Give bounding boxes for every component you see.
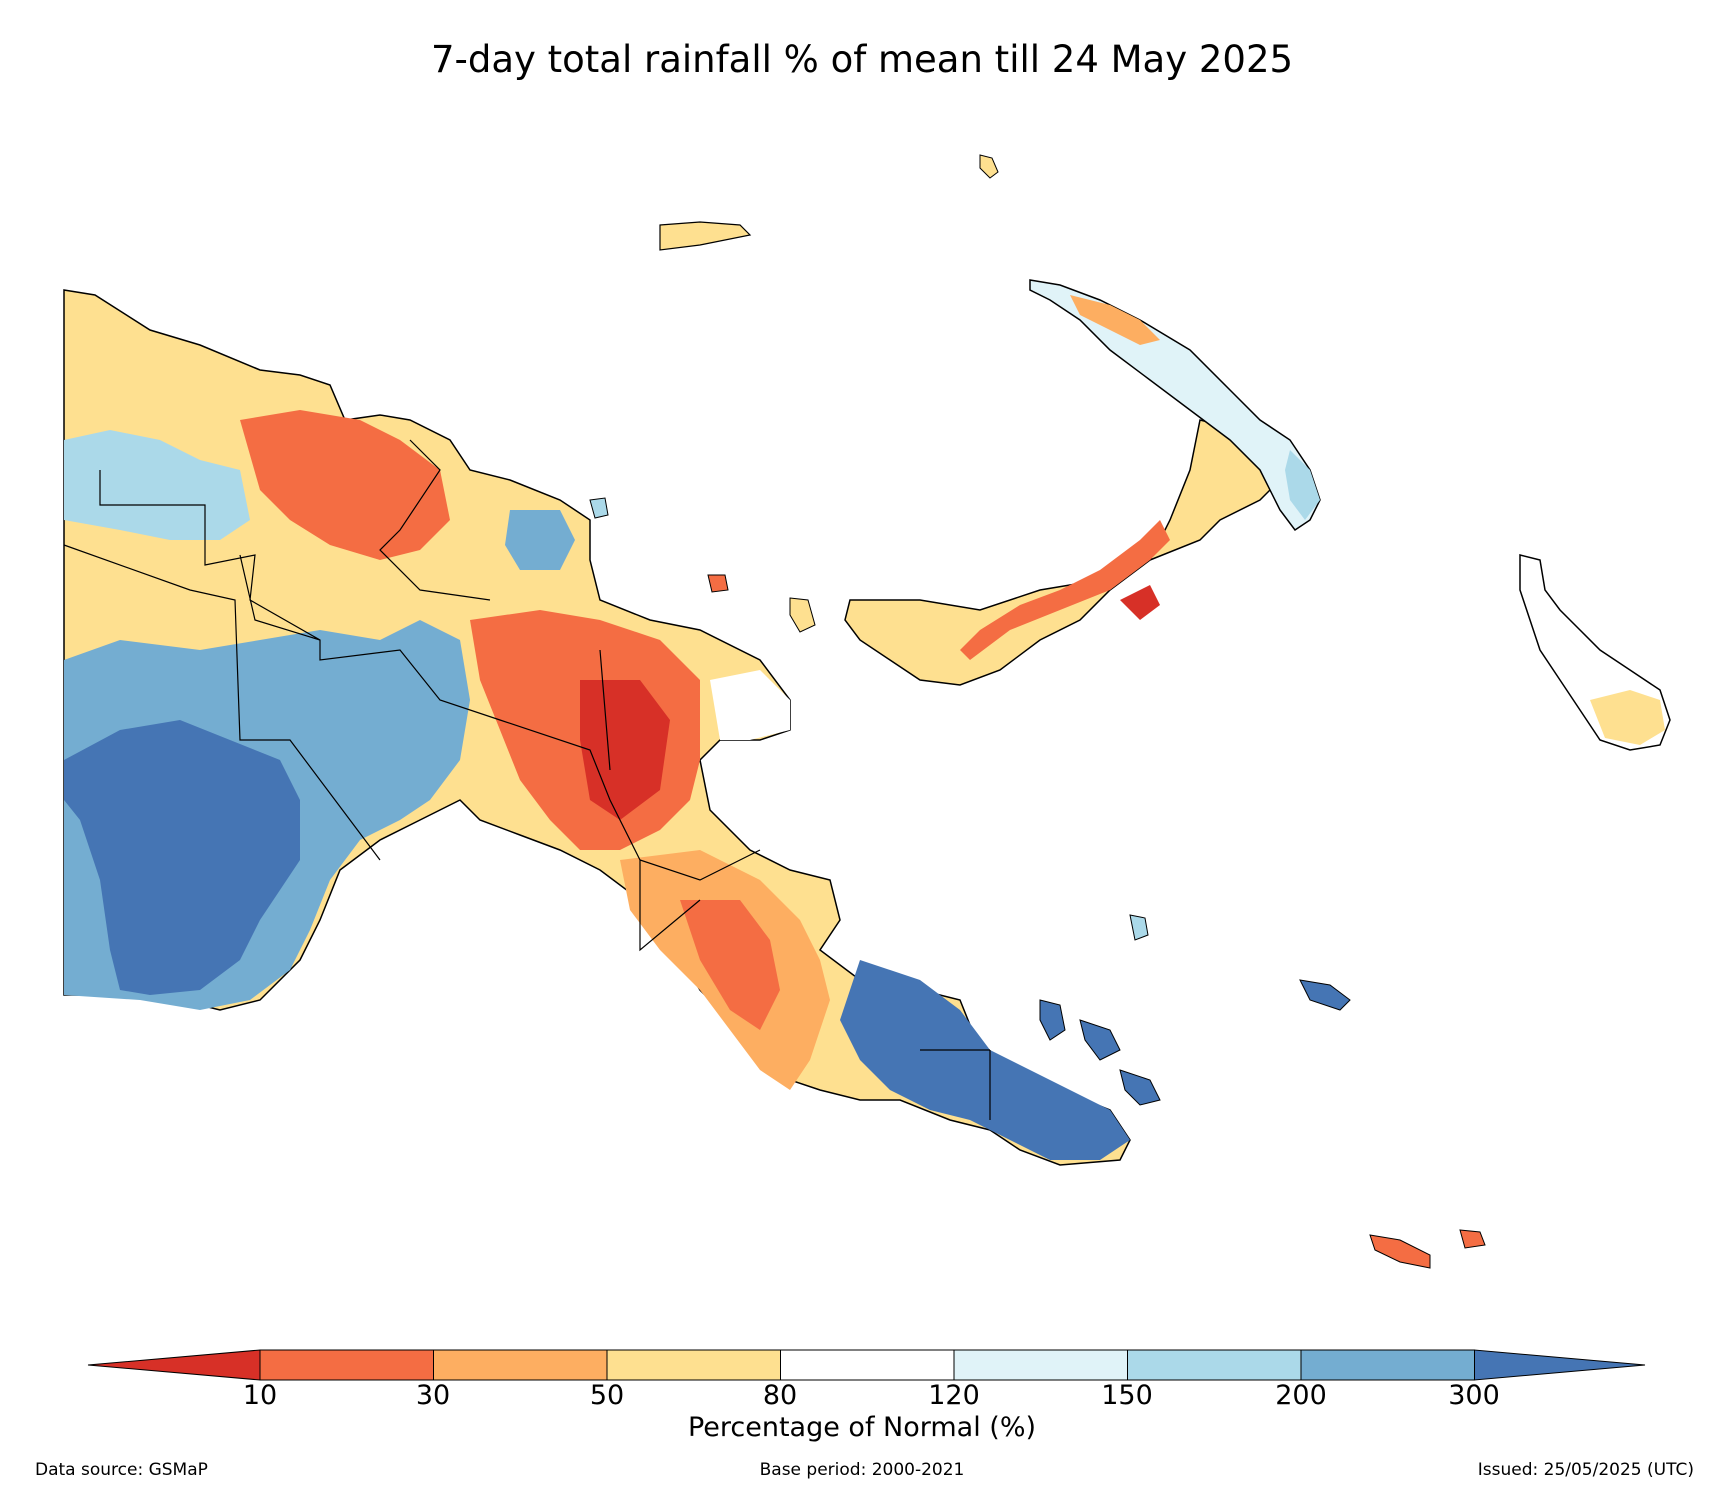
province-borders <box>63 439 991 1120</box>
orange-north <box>240 410 450 560</box>
colorbar-segment-120_150 <box>953 1349 1128 1381</box>
issued-date-text: Issued: 25/05/2025 (UTC) <box>1477 1460 1694 1480</box>
island-northeast-1 <box>979 154 999 179</box>
colorbar-tick-50: 50 <box>589 1380 625 1411</box>
island-red-small <box>707 574 729 593</box>
data-source-text: Data source: GSMaP <box>35 1460 208 1480</box>
new-britain <box>844 419 1281 686</box>
colorbar-segment-50_80 <box>606 1349 781 1381</box>
island-blue-northwest <box>1129 914 1149 941</box>
base-period-text: Base period: 2000-2021 <box>759 1460 965 1480</box>
small-islands <box>589 154 1486 1269</box>
island-woodlark <box>1299 979 1351 1011</box>
island-karkar <box>789 597 816 633</box>
colorbar-tick-30: 30 <box>415 1380 451 1411</box>
colorbar-tick-200: 200 <box>1275 1380 1327 1411</box>
new-ireland <box>1029 279 1321 532</box>
colorbar-arrow-low <box>87 1349 261 1381</box>
colorbar-tick-80: 80 <box>762 1380 798 1411</box>
light-blue-west <box>64 430 250 540</box>
yellow-bougainville <box>1590 690 1665 745</box>
orange-new-britain <box>960 520 1170 660</box>
colorbar-segment-150_200 <box>1127 1349 1302 1381</box>
island-rossel <box>1459 1229 1486 1249</box>
colorbar-label: Percentage of Normal (%) <box>687 1412 1037 1443</box>
island-blue-north <box>589 497 609 519</box>
manus-island <box>659 221 752 251</box>
colorbar-segment-200_300 <box>1300 1349 1475 1381</box>
red-core-central <box>580 680 670 820</box>
colorbar-segment-80_120 <box>780 1349 955 1381</box>
colorbar-arrow-high <box>1474 1349 1646 1381</box>
blue-southeast-tail <box>840 960 1130 1160</box>
white-east-peninsula <box>710 670 790 740</box>
blue-north-bay <box>505 510 575 570</box>
mainland-west <box>63 289 1131 1166</box>
blue-new-ireland-tip <box>1285 450 1320 520</box>
map-title: 7-day total rainfall % of mean till 24 M… <box>430 38 1294 81</box>
island-sudest <box>1369 1234 1431 1269</box>
colorbar-segment-30_50 <box>433 1349 608 1381</box>
red-new-britain <box>1120 585 1160 620</box>
island-group-d-entrecasteaux <box>1039 999 1161 1106</box>
colorbar-tick-10: 10 <box>242 1380 278 1411</box>
bougainville <box>1519 554 1671 751</box>
orange-new-ireland <box>1070 295 1160 345</box>
colorbar-segment-10_30 <box>259 1349 434 1381</box>
colorbar-tick-150: 150 <box>1101 1380 1153 1411</box>
colorbar-tick-300: 300 <box>1448 1380 1500 1411</box>
deep-blue-southwest <box>64 720 300 995</box>
orange-southeast <box>680 900 780 1030</box>
colorbar-tick-120: 120 <box>928 1380 980 1411</box>
